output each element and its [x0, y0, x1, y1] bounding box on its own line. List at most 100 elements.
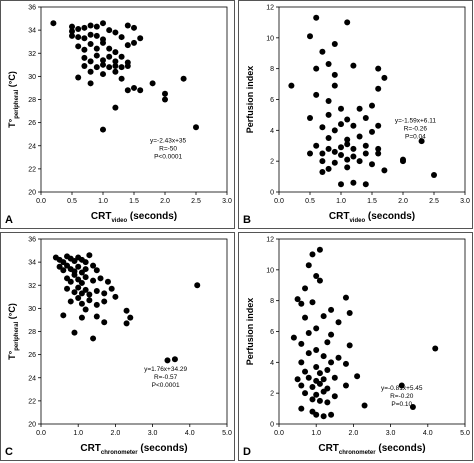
- data-point: [431, 172, 437, 179]
- y-tick-label: 26: [28, 352, 36, 359]
- data-point: [298, 300, 305, 307]
- data-point: [112, 58, 119, 65]
- data-point: [313, 363, 320, 370]
- regression-annotation: R=-50: [159, 145, 177, 152]
- data-point: [87, 31, 94, 38]
- data-point: [104, 278, 111, 285]
- data-point: [75, 263, 82, 270]
- x-tick-label: 5.0: [460, 430, 470, 437]
- data-point: [81, 62, 88, 69]
- data-point: [71, 271, 78, 278]
- data-point: [319, 150, 326, 157]
- data-point: [87, 22, 94, 29]
- data-point: [362, 181, 369, 188]
- data-point: [124, 22, 131, 29]
- data-point: [342, 360, 349, 367]
- x-tick-label: 2.0: [398, 198, 408, 205]
- data-point: [78, 314, 85, 321]
- data-point: [325, 61, 332, 68]
- data-point: [124, 42, 131, 49]
- data-point: [64, 285, 71, 292]
- data-point: [82, 259, 89, 266]
- x-axis-label: CRTchronometer (seconds): [318, 443, 425, 456]
- data-point: [100, 57, 106, 64]
- y-axis-label: Perfusion index: [245, 66, 255, 134]
- data-point: [356, 105, 363, 112]
- data-point: [81, 46, 88, 53]
- data-point: [375, 145, 382, 152]
- data-point: [137, 87, 144, 94]
- data-point: [69, 23, 75, 30]
- data-point: [131, 39, 137, 46]
- y-tick-label: 6: [270, 329, 274, 336]
- data-point: [313, 91, 320, 98]
- x-tick-label: 2.0: [349, 430, 359, 437]
- data-point: [118, 34, 125, 41]
- y-tick-label: 36: [28, 237, 36, 244]
- data-point: [369, 128, 375, 135]
- y-tick-label: 30: [28, 74, 36, 81]
- data-point: [112, 29, 119, 36]
- data-point: [309, 251, 316, 258]
- data-point: [87, 80, 94, 87]
- data-point: [108, 285, 115, 292]
- data-point: [313, 14, 320, 21]
- data-point: [86, 297, 93, 304]
- data-point: [319, 168, 326, 175]
- y-tick-label: 20: [28, 190, 36, 197]
- data-point: [75, 284, 82, 291]
- data-point: [331, 82, 338, 89]
- data-point: [319, 158, 326, 165]
- data-point: [331, 127, 338, 134]
- y-tick-label: 34: [28, 28, 36, 35]
- data-point: [356, 158, 363, 165]
- y-tick-label: 4: [270, 128, 274, 135]
- data-point: [350, 179, 357, 186]
- data-point: [290, 334, 297, 341]
- data-point: [149, 80, 156, 87]
- data-point: [350, 62, 357, 69]
- data-point: [313, 142, 320, 149]
- data-point: [316, 397, 323, 404]
- data-point: [124, 62, 131, 69]
- data-point: [313, 65, 320, 72]
- y-tick-label: 6: [270, 97, 274, 104]
- y-tick-label: 2: [270, 159, 274, 166]
- data-point: [344, 19, 351, 26]
- data-point: [320, 313, 327, 320]
- x-tick-label: 0.5: [67, 198, 77, 205]
- data-point: [123, 320, 130, 327]
- data-point: [319, 124, 326, 131]
- data-point: [338, 105, 344, 112]
- regression-annotation: y=-1.59x+6.11: [395, 118, 436, 125]
- data-point: [131, 84, 137, 91]
- y-tick-label: 22: [28, 398, 36, 405]
- data-point: [331, 148, 338, 155]
- y-tick-label: 12: [266, 237, 274, 244]
- y-tick-label: 32: [28, 283, 36, 290]
- data-point: [375, 85, 382, 92]
- data-point: [50, 20, 57, 27]
- regression-annotation: y=-2.43x+35: [150, 137, 187, 144]
- x-tick-label: 0.0: [274, 198, 284, 205]
- data-point: [328, 306, 335, 313]
- data-point: [75, 25, 82, 32]
- y-tick-label: 30: [28, 306, 36, 313]
- data-point: [309, 396, 316, 403]
- data-point: [69, 32, 75, 39]
- data-point: [331, 159, 338, 166]
- panel-label: A: [5, 214, 13, 226]
- data-point: [294, 296, 301, 303]
- x-tick-label: 0.0: [36, 198, 46, 205]
- data-point: [101, 298, 108, 305]
- data-point: [369, 161, 375, 168]
- y-tick-label: 22: [28, 166, 36, 173]
- data-point: [331, 71, 338, 78]
- data-point: [362, 150, 369, 157]
- data-point: [320, 388, 327, 395]
- data-point: [369, 102, 375, 109]
- data-point: [93, 313, 100, 320]
- data-point: [325, 111, 332, 118]
- data-point: [302, 285, 309, 292]
- regression-annotation: P=0.10: [391, 401, 412, 408]
